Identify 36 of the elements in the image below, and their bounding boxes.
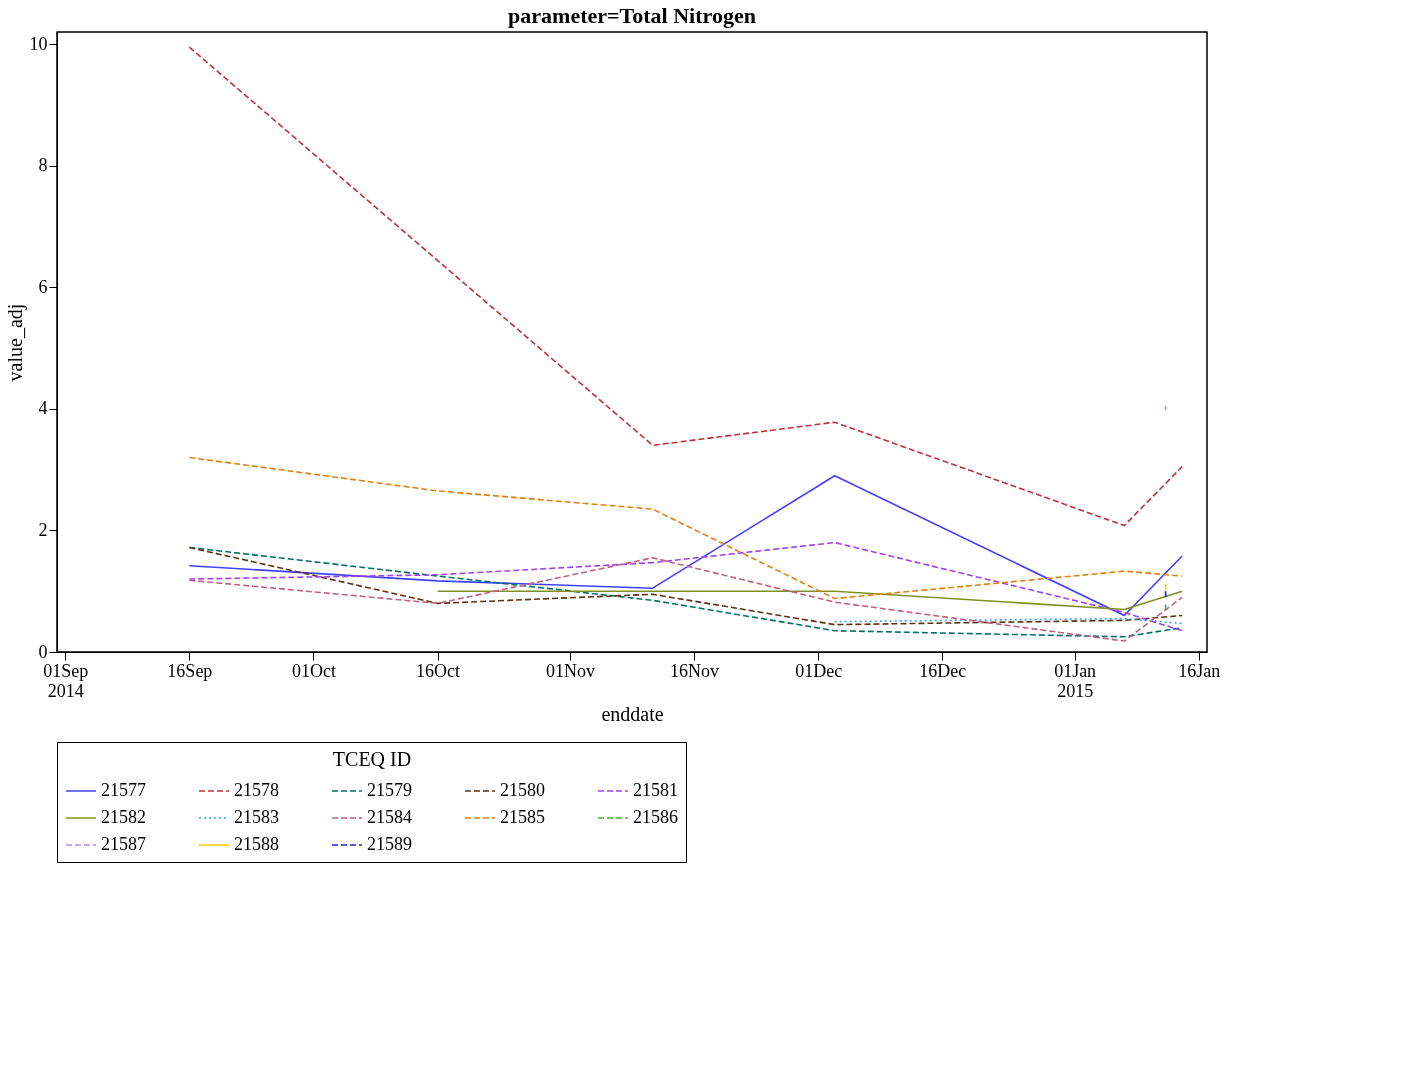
legend-label: 21580 [500,780,545,800]
x-tick-label: 01Jan 2015 [1054,660,1097,701]
legend-label: 21585 [500,807,545,827]
legend-label: 21589 [367,834,412,854]
legend-label: 21579 [367,780,412,800]
x-tick-label: 16Dec [919,660,967,681]
x-tick-label: 01Nov [545,660,595,681]
x-tick-label: 16Nov [670,660,720,681]
y-tick-label: 6 [38,276,48,297]
x-tick-label: 16Sep [167,660,213,681]
legend-label: 21577 [101,780,146,800]
y-tick-label: 8 [38,155,48,176]
x-tick-label: 01Sep 2014 [43,660,89,701]
x-tick-label: 01Oct [291,660,336,681]
x-tick-label: 16Jan [1178,660,1221,681]
x-tick-label: 01Dec [795,660,843,681]
y-tick-label: 10 [29,33,48,54]
y-axis-title: value_adj [3,303,27,382]
y-tick-label: 0 [38,641,48,662]
legend-label: 21582 [101,807,146,827]
x-tick-label: 16Oct [416,660,461,681]
legend-label: 21586 [633,807,678,827]
legend-label: 21587 [101,834,146,854]
line-series [188,46,1183,527]
chart-title: parameter=Total Nitrogen [508,3,756,28]
y-tick-label: 4 [38,398,48,419]
legend-label: 21583 [234,807,279,827]
x-axis-title: enddate [601,702,664,725]
legend-label: 21584 [367,807,412,827]
y-tick-label: 2 [38,519,48,540]
legend-label: 21581 [633,780,678,800]
legend-label: 21588 [234,834,279,854]
line-series [188,456,1183,600]
legend-label: 21578 [234,780,279,800]
line-series [188,474,1183,617]
legend-title: TCEQ ID [332,748,412,770]
